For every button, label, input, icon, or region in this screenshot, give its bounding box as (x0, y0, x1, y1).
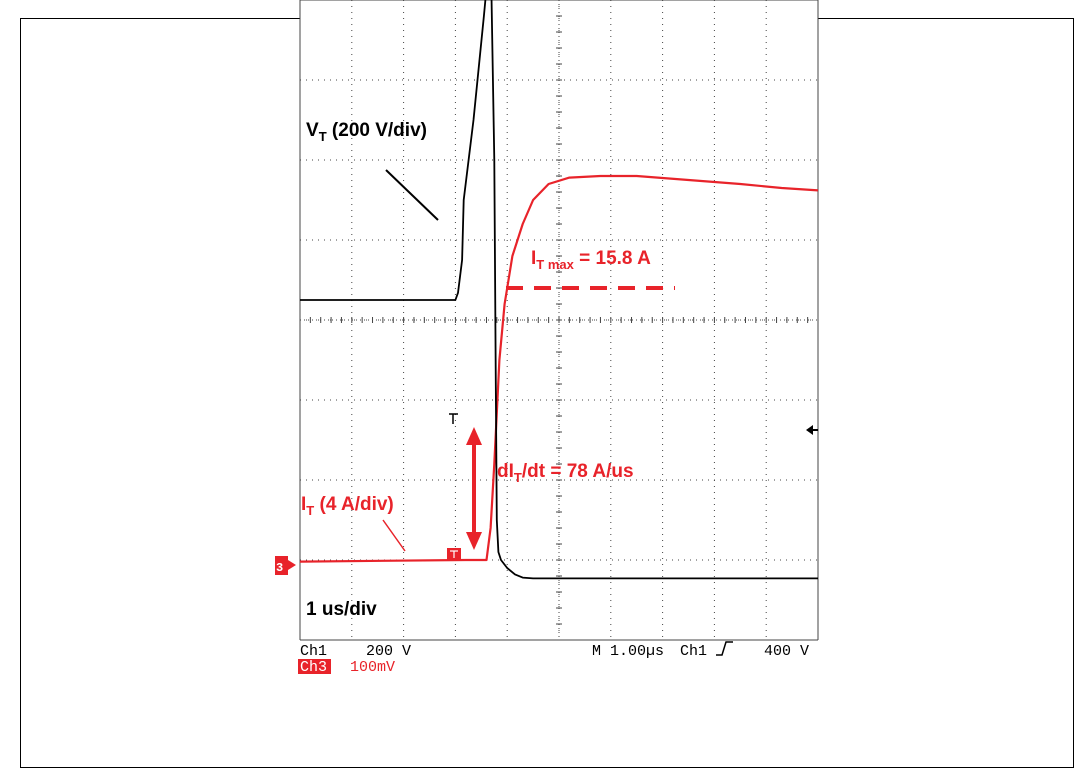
traces (299, 0, 819, 580)
ch3-trigger-marker (447, 548, 461, 560)
ch3-ground-marker: 3 (275, 556, 296, 575)
status-trigger-level: 400 V (764, 643, 809, 660)
vt-label-main: V (306, 120, 319, 141)
itmax-label-rest: = 15.8 A (574, 248, 651, 269)
vt-pointer-line (385, 169, 439, 221)
didt-label-pre: dI (497, 461, 514, 482)
trigger-level-arrow-icon (806, 425, 818, 435)
status-ch1: Ch1 (300, 643, 327, 660)
it-label-main: I (301, 494, 306, 515)
status-ch1-scale: 200 V (366, 643, 411, 660)
ch1-trigger-marker (449, 413, 458, 424)
itmax-label-main: I (531, 248, 536, 269)
didt-arrow-head-down (466, 532, 482, 550)
vt-label-sub: T (319, 129, 327, 144)
didt-label-rest: /dt = 78 A/us (522, 461, 634, 482)
trigger-slope-icon (716, 641, 733, 656)
didt-label: dIT/dt = 78 A/us (497, 461, 634, 485)
vt-label: VT (200 V/div) (306, 120, 427, 144)
it-pointer-line (382, 519, 406, 552)
didt-label-sub: T (514, 470, 522, 485)
status-timebase: M 1.00µs (592, 643, 664, 660)
series-vt-line (300, 0, 818, 580)
status-ch3: Ch3 (300, 659, 327, 676)
ch3-ground-marker-label: 3 (276, 561, 283, 575)
series-it-line (299, 174, 819, 563)
it-label-rest: (4 A/div) (314, 494, 394, 515)
status-trigger-src: Ch1 (680, 643, 707, 660)
it-label: IT (4 A/div) (301, 494, 394, 518)
status-ch3-scale: 100mV (350, 659, 395, 676)
itmax-label-sub: T max (536, 257, 574, 272)
vt-label-rest: (200 V/div) (327, 120, 427, 141)
status-ch3-badge (298, 659, 331, 674)
didt-arrow-head-up (466, 427, 482, 445)
it-label-sub: T (306, 503, 314, 518)
grid (299, 0, 819, 641)
itmax-label: IT max = 15.8 A (531, 248, 651, 272)
timebase-label: 1 us/div (306, 599, 377, 620)
